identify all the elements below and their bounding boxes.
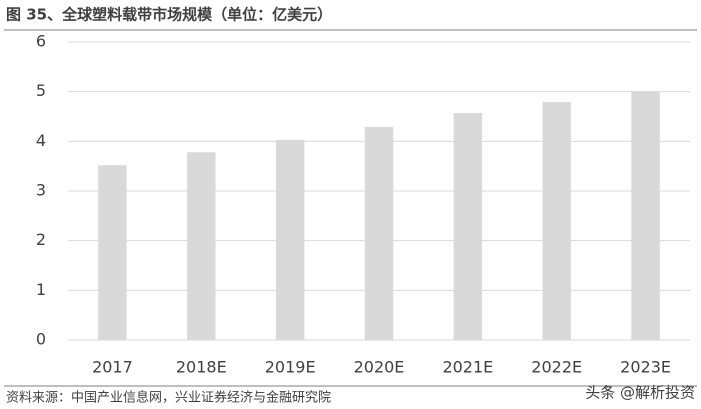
chart-title: 图 35、全球塑料载带市场规模（单位：亿美元）: [6, 6, 332, 24]
y-tick-label: 6: [36, 32, 46, 51]
y-tick-label: 4: [36, 131, 46, 150]
bar: [187, 152, 216, 340]
y-tick-label: 0: [36, 330, 46, 349]
x-tick-label: 2021E: [442, 358, 493, 377]
y-tick-label: 1: [36, 280, 46, 299]
x-tick-label: 2022E: [531, 358, 582, 377]
y-tick-label: 3: [36, 181, 46, 200]
bar: [542, 102, 571, 340]
x-tick-label: 2023E: [620, 358, 671, 377]
y-tick-label: 5: [36, 81, 46, 100]
x-tick-label: 2019E: [265, 358, 316, 377]
bar: [98, 165, 127, 340]
watermark: 头条 @解析投资: [585, 384, 695, 402]
x-tick-label: 2018E: [176, 358, 227, 377]
bar: [453, 113, 483, 340]
y-tick-label: 2: [36, 230, 46, 249]
x-tick-label: 2017: [92, 358, 133, 377]
bar: [364, 126, 394, 341]
x-tick-label: 2020E: [354, 358, 405, 377]
bar: [631, 91, 660, 340]
source-note: 资料来源：中国产业信息网，兴业证券经济与金融研究院: [6, 390, 331, 406]
bar: [275, 139, 305, 340]
